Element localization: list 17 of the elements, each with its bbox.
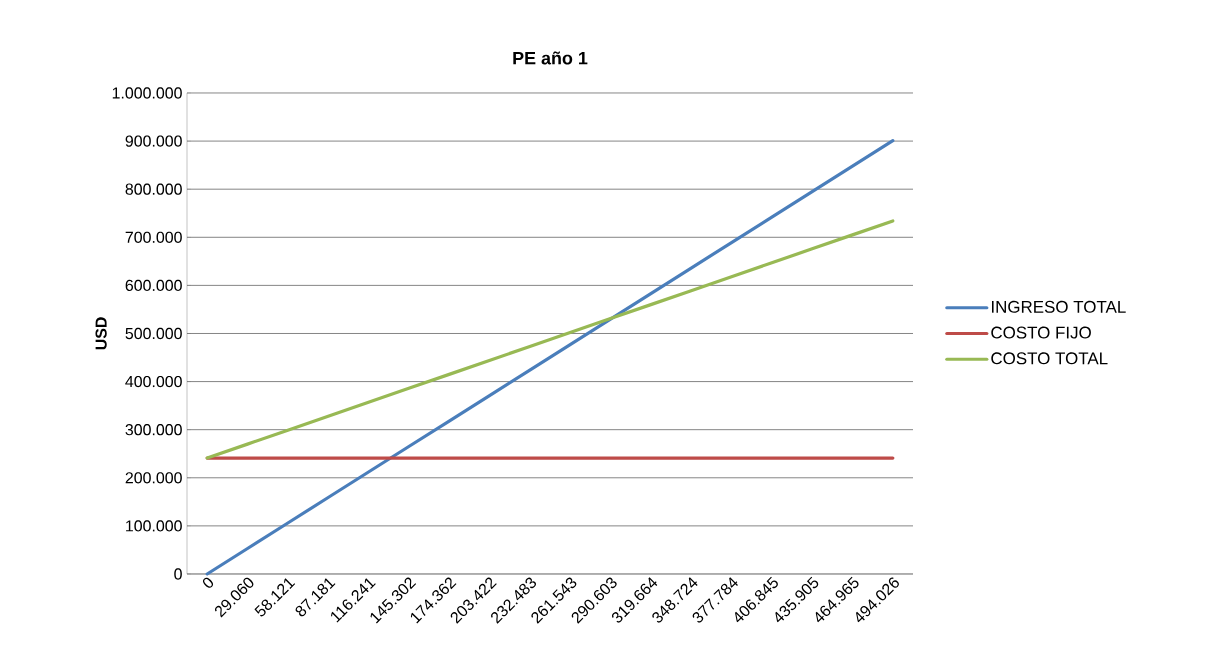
y-tick-label: 1.000.000 <box>112 87 182 99</box>
y-tick-label: 500.000 <box>125 327 182 340</box>
y-tick-label: 300.000 <box>125 424 182 436</box>
y-axis-title: USD <box>95 317 107 350</box>
y-tick-label: 0 <box>174 568 182 580</box>
y-tick-label: 900.000 <box>125 135 182 147</box>
y-tick-label: 400.000 <box>125 375 182 388</box>
legend-label: INGRESO TOTAL <box>991 300 1126 313</box>
chart-title: PE año 1 <box>513 51 588 65</box>
x-tick-label: 0 <box>202 577 214 588</box>
y-tick-label: 200.000 <box>125 472 182 484</box>
y-tick-label: 100.000 <box>126 520 182 532</box>
y-tick-label: 600.000 <box>125 279 182 292</box>
y-tick-label: 700.000 <box>125 231 182 243</box>
legend-label: COSTO TOTAL <box>991 352 1108 365</box>
legend-label: COSTO FIJO <box>991 326 1091 339</box>
y-tick-label: 800.000 <box>125 183 182 195</box>
